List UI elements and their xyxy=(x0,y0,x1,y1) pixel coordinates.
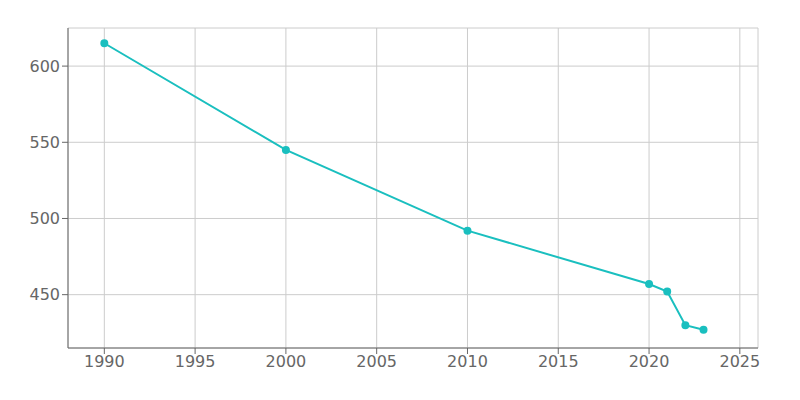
svg-text:500: 500 xyxy=(29,209,60,228)
svg-text:2020: 2020 xyxy=(629,352,670,371)
svg-text:550: 550 xyxy=(29,133,60,152)
svg-text:2005: 2005 xyxy=(356,352,397,371)
svg-text:2010: 2010 xyxy=(447,352,488,371)
svg-text:1995: 1995 xyxy=(175,352,216,371)
svg-text:2000: 2000 xyxy=(266,352,307,371)
svg-text:450: 450 xyxy=(29,285,60,304)
svg-text:600: 600 xyxy=(29,57,60,76)
svg-text:2025: 2025 xyxy=(719,352,760,371)
svg-text:1990: 1990 xyxy=(84,352,125,371)
svg-text:2015: 2015 xyxy=(538,352,579,371)
